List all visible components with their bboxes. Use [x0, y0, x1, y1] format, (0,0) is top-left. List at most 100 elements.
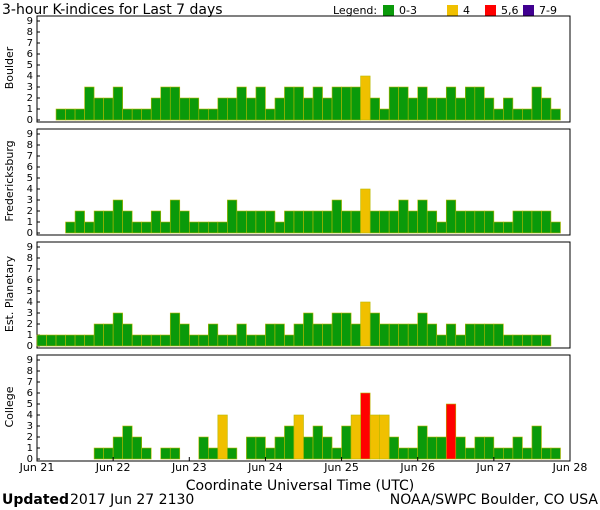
- legend-swatch: [485, 5, 496, 16]
- bar: [274, 323, 285, 347]
- bar: [122, 108, 133, 121]
- y-tick-label: 5: [27, 173, 33, 184]
- y-axis-label: College: [3, 386, 16, 427]
- bar: [236, 323, 247, 347]
- y-tick-label: 4: [27, 297, 33, 308]
- bar: [398, 447, 409, 460]
- bar: [255, 210, 266, 234]
- y-tick-label: 7: [27, 151, 33, 162]
- bar: [217, 97, 228, 121]
- bar: [465, 210, 476, 234]
- bar: [93, 323, 104, 347]
- bar: [474, 86, 485, 121]
- bar: [236, 210, 247, 234]
- bar: [522, 210, 533, 234]
- x-axis-label: Coordinate Universal Time (UTC): [186, 478, 414, 494]
- bar: [284, 210, 295, 234]
- x-tick-label: Jun 22: [95, 461, 131, 474]
- bar: [265, 323, 276, 347]
- bar: [398, 323, 409, 347]
- bar: [284, 86, 295, 121]
- bar: [131, 108, 142, 121]
- bar: [436, 436, 447, 460]
- chart-title: 3-hour K-indices for Last 7 days: [2, 2, 223, 18]
- bar: [93, 447, 104, 460]
- bar: [341, 312, 352, 347]
- bar: [417, 312, 428, 347]
- bar: [74, 210, 85, 234]
- bar: [360, 392, 371, 460]
- bar: [208, 221, 219, 234]
- bar: [360, 188, 371, 234]
- bar: [160, 334, 171, 347]
- y-tick-label: 5: [27, 286, 33, 297]
- legend-swatch: [383, 5, 394, 16]
- bar: [550, 221, 561, 234]
- bar: [474, 210, 485, 234]
- x-tick-label: Jun 21: [19, 461, 55, 474]
- y-tick-label: 1: [27, 443, 33, 454]
- bar: [265, 447, 276, 460]
- bar: [208, 108, 219, 121]
- y-tick-label: 0: [27, 341, 33, 352]
- bar: [141, 334, 152, 347]
- bar: [417, 425, 428, 460]
- bar: [46, 334, 57, 347]
- y-tick-label: 8: [27, 253, 33, 264]
- bar: [246, 210, 257, 234]
- bar: [255, 86, 266, 121]
- bar: [341, 86, 352, 121]
- bar: [407, 97, 419, 121]
- bar: [198, 436, 209, 460]
- bar: [36, 334, 47, 347]
- bar: [512, 108, 523, 121]
- legend-title: Legend:: [333, 4, 377, 17]
- bar: [217, 221, 228, 234]
- y-tick-label: 8: [27, 366, 33, 377]
- bar: [103, 97, 114, 121]
- y-tick-label: 9: [27, 129, 33, 140]
- bar: [55, 108, 66, 121]
- legend-label: 5,6: [501, 4, 519, 17]
- bar: [274, 221, 285, 234]
- bar: [426, 323, 438, 347]
- bar: [417, 199, 428, 234]
- bar: [369, 312, 380, 347]
- bar: [293, 323, 304, 347]
- bar: [388, 436, 399, 460]
- y-tick-label: 5: [27, 399, 33, 410]
- y-axis-label: Boulder: [3, 46, 16, 89]
- source: NOAA/SWPC Boulder, CO USA: [390, 492, 599, 508]
- bar: [455, 436, 466, 460]
- bar: [74, 108, 85, 121]
- bar: [550, 108, 561, 121]
- bar: [322, 210, 333, 234]
- y-tick-label: 3: [27, 82, 33, 93]
- bar: [398, 199, 409, 234]
- bar: [493, 323, 504, 347]
- bar: [426, 210, 438, 234]
- panel-frame: [36, 128, 571, 236]
- bar: [388, 210, 399, 234]
- bar: [179, 97, 190, 121]
- bar: [160, 447, 171, 460]
- bar: [493, 108, 504, 121]
- bar: [65, 108, 76, 121]
- bar: [198, 221, 209, 234]
- bar: [103, 210, 114, 234]
- bar: [503, 447, 514, 460]
- bar: [407, 447, 419, 460]
- bar: [141, 108, 152, 121]
- y-tick-label: 3: [27, 308, 33, 319]
- y-tick-label: 7: [27, 377, 33, 388]
- legend-swatch: [447, 5, 458, 16]
- bar: [331, 86, 342, 121]
- bar: [74, 334, 85, 347]
- y-tick-label: 2: [27, 432, 33, 443]
- bar: [369, 97, 380, 121]
- y-tick-label: 6: [27, 388, 33, 399]
- bar: [541, 334, 552, 347]
- bar: [293, 414, 304, 460]
- bar: [246, 436, 257, 460]
- legend-swatch: [523, 5, 534, 16]
